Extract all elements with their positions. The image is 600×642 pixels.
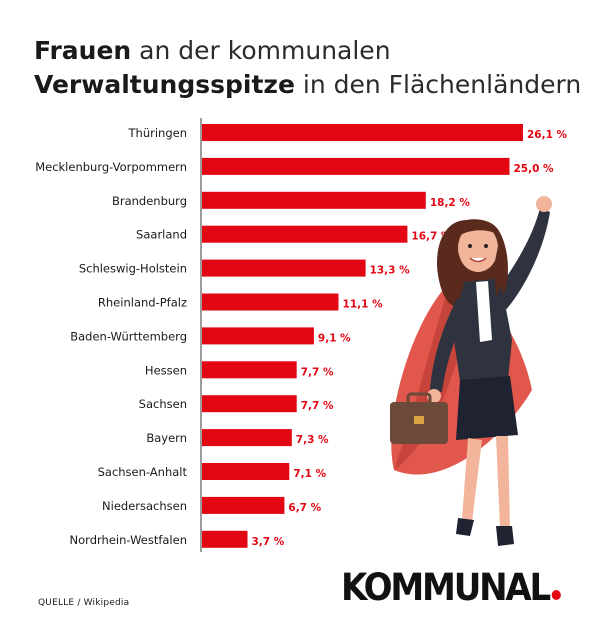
brand-dot <box>551 590 561 600</box>
category-label: Mecklenburg-Vorpommern <box>35 160 187 174</box>
bar <box>202 463 290 480</box>
category-label: Sachsen-Anhalt <box>98 465 188 479</box>
brand-logo: KOMMUNAL <box>341 566 561 609</box>
value-label: 25,0 % <box>513 163 554 175</box>
bar <box>202 293 339 311</box>
bar <box>202 327 314 345</box>
category-label: Bayern <box>146 431 187 445</box>
category-label: Hessen <box>145 363 187 377</box>
value-label: 3,7 % <box>252 536 285 548</box>
title-bold-2: Verwaltungsspitze <box>34 70 295 99</box>
bar <box>202 259 366 277</box>
category-label: Saarland <box>136 228 187 242</box>
bar <box>202 157 510 175</box>
value-label: 13,3 % <box>370 265 411 277</box>
superwoman-illustration <box>390 196 552 546</box>
category-label: Nordrhein-Westfalen <box>70 533 187 547</box>
category-label: Niedersachsen <box>102 499 187 513</box>
bar <box>202 225 408 243</box>
bar <box>202 429 292 447</box>
value-label: 7,3 % <box>296 434 329 446</box>
value-label: 9,1 % <box>318 332 351 344</box>
category-label: Thüringen <box>128 126 187 140</box>
category-label: Baden-Württemberg <box>70 329 187 343</box>
title-line-2: Verwaltungsspitze in den Flächenländern <box>34 68 581 102</box>
chart-title: Frauen an der kommunalen Verwaltungsspit… <box>34 34 581 102</box>
title-bold-1: Frauen <box>34 36 132 65</box>
title-rest-2: in den Flächenländern <box>294 70 582 99</box>
value-label: 11,1 % <box>343 299 384 311</box>
category-label: Sachsen <box>139 397 187 411</box>
value-label: 26,1 % <box>527 129 568 141</box>
category-label: Rheinland-Pfalz <box>98 296 187 310</box>
bar <box>202 395 297 413</box>
category-label: Schleswig-Holstein <box>79 262 187 276</box>
brand-wordmark: KOMMUNAL <box>341 566 551 609</box>
category-label: Brandenburg <box>112 194 187 208</box>
bar <box>202 191 426 209</box>
bar <box>202 530 248 548</box>
value-label: 18,2 % <box>430 197 471 209</box>
title-line-1: Frauen an der kommunalen <box>34 34 581 68</box>
bar <box>202 124 523 141</box>
title-rest-1: an der kommunalen <box>131 36 391 65</box>
value-label: 7,1 % <box>293 468 326 480</box>
bar <box>202 361 297 379</box>
bar <box>202 496 285 514</box>
value-label: 7,7 % <box>301 400 334 412</box>
value-label: 7,7 % <box>301 366 334 378</box>
source-note: QUELLE / Wikipedia <box>38 598 130 608</box>
value-label: 6,7 % <box>288 502 321 514</box>
